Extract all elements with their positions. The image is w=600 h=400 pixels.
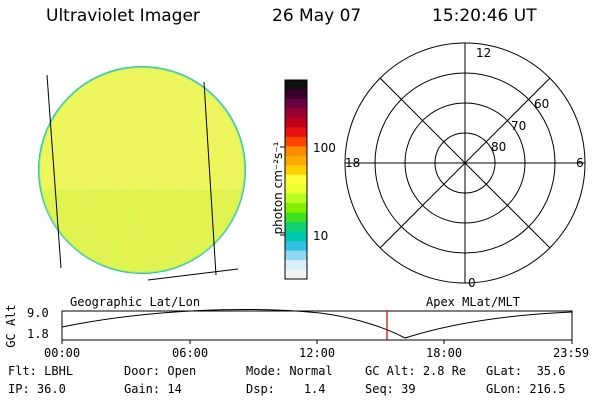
colorbar-segment — [285, 136, 307, 147]
colorbar-segment — [285, 146, 307, 157]
ytick-9: 9.0 — [27, 306, 49, 320]
status-dsp: Dsp: 1.4 — [246, 382, 326, 396]
gc-altitude-plot — [61, 309, 573, 344]
colorbar-segment — [285, 184, 307, 195]
longitude-line-right — [203, 81, 217, 276]
colorbar-segment — [285, 108, 307, 119]
colorbar-segment — [285, 89, 307, 100]
status-door: Door: Open — [124, 364, 197, 378]
colorbar-unit-label: photon cm⁻²s⁻¹ — [271, 141, 285, 235]
longitude-line-left — [46, 74, 62, 269]
mlt-label-18: 18 — [345, 156, 361, 170]
status-gain: Gain: 14 — [124, 382, 182, 396]
mlt-label-12: 12 — [476, 46, 492, 60]
date-label: 26 May 07 — [272, 6, 362, 26]
colorbar-segment — [285, 222, 307, 233]
status-ip: IP: 36.0 — [8, 382, 66, 396]
latitude-line-bottom — [147, 268, 239, 281]
geographic-label: Geographic Lat/Lon — [70, 295, 201, 309]
color-scale-frame — [284, 79, 308, 280]
status-gc-alt: GC Alt: 2.8 Re — [365, 364, 467, 378]
polar-grid — [344, 42, 586, 284]
colorbar-segment — [285, 212, 307, 223]
colorbar-segment — [285, 155, 307, 166]
colorbar-segment — [285, 241, 307, 252]
instrument-title: Ultraviolet Imager — [46, 6, 200, 26]
colorbar-segment — [285, 80, 307, 91]
colorbar-segment — [285, 269, 307, 280]
colorbar-segment — [285, 117, 307, 128]
status-seq: Seq: 39 — [365, 382, 416, 396]
colorbar-segment — [285, 165, 307, 176]
xtick-2359: 23:59 — [553, 346, 590, 360]
lat-label-70: 70 — [511, 119, 527, 133]
colorbar-segment — [285, 127, 307, 138]
time-label: 15:20:46 UT — [432, 6, 537, 26]
xtick-0000: 00:00 — [44, 346, 81, 360]
status-mode: Mode: Normal — [246, 364, 333, 378]
xtick-1200: 12:00 — [299, 346, 336, 360]
mlt-label-0: 0 — [468, 276, 476, 290]
status-glon: GLon: 216.5 — [486, 382, 566, 396]
xtick-1800: 18:00 — [426, 346, 463, 360]
apex-label: Apex MLat/MLT — [426, 295, 520, 309]
ytick-1-8: 1.8 — [27, 327, 49, 341]
colorbar-segment — [285, 98, 307, 110]
plot-ylabel: GC Alt — [4, 304, 18, 348]
status-glat: GLat: 35.6 — [486, 364, 566, 378]
gc-altitude-curve — [61, 309, 573, 339]
lat-label-60: 60 — [534, 97, 550, 111]
mlt-label-6: 6 — [576, 156, 584, 170]
colorbar-segment — [285, 260, 307, 271]
colorbar-label-10: 10 — [313, 229, 329, 243]
colorbar-segment — [285, 174, 307, 185]
colorbar-segment — [285, 203, 307, 214]
uv-image-disk — [38, 66, 246, 281]
colorbar-segment — [285, 250, 307, 261]
colorbar-segment — [285, 193, 307, 204]
xtick-0600: 06:00 — [172, 346, 209, 360]
color-scale-bar — [285, 80, 307, 280]
colorbar-label-100: 100 — [313, 141, 336, 155]
colorbar-segment — [285, 231, 307, 242]
lat-label-80: 80 — [491, 140, 507, 154]
status-filter: Flt: LBHL — [8, 364, 74, 378]
